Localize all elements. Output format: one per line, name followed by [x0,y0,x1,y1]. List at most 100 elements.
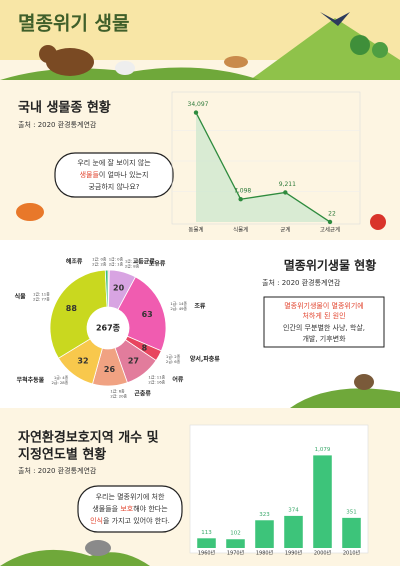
bar [313,455,332,548]
note-highlight: 생물들 [80,170,100,179]
value-label: 22 [328,210,336,217]
donut-segment [104,269,109,308]
segment-detail: 1급: 12종 [125,259,142,264]
x-tick-label: 2000년 [314,550,332,557]
note: 인식을 가지고 있어야 한다. [90,516,170,525]
grass [0,549,150,566]
note: 개발, 기후변화 [302,334,346,343]
chart-frame [171,91,361,225]
section-title: 멸종위기생물 현황 [284,258,377,273]
rabbit [115,61,135,75]
source: 출처 : 2020 환경통계연감 [262,278,341,287]
tree [372,42,388,58]
section-title: 자연환경보호지역 개수 및 [18,430,159,446]
segment-name: 곤충류 [134,389,151,397]
segment-detail: 1급: 11종 [33,292,50,297]
segment-value: 26 [104,365,116,374]
raccoon [85,540,111,556]
speech-bubble [77,485,183,533]
note: 인간의 무분별한 사냥, 학살, [283,323,365,332]
bar [342,517,361,548]
donut-segment [117,276,167,352]
segment-detail: 2급: 6종 [166,359,181,364]
segment-detail: 2급: 2종 [92,262,107,267]
bar [255,520,274,548]
segment-value: 20 [113,283,125,292]
bar [226,539,245,548]
section-title: 지정연도별 현황 [18,447,106,463]
note: 해야 한다는 [133,504,168,513]
value-label: 34,097 [188,101,209,108]
point [327,219,333,225]
x-tick-label: 균계 [280,226,290,234]
note: 이 얼마나 있는지 [99,170,149,179]
fox [16,203,44,221]
line [195,112,331,223]
point [238,197,243,202]
value-label: 374 [288,507,299,513]
segment-detail: 2급: 28종 [51,380,68,385]
point [283,190,288,195]
x-tick-label: 고세균계 [320,226,340,234]
value-label: 323 [259,512,270,518]
note: 우리 눈에 잘 보이지 않는 [77,158,151,167]
segment-detail: 1급: 2종 [166,354,181,359]
segment-name: 어류 [172,376,184,384]
value-label: 102 [230,531,241,537]
value-label: 113 [201,530,212,536]
note: 우리는 멸종위기에 처한 [96,492,165,501]
segment-detail: 2급: 20종 [110,393,127,398]
note: 생물들을 [92,504,120,513]
ostrich [354,374,374,390]
segment-detail: 1급: 6종 [110,388,125,393]
segment-name: 식물 [15,293,27,301]
chart-frame [189,424,369,554]
area [196,112,330,222]
x-tick-label: 2010년 [343,550,361,557]
page-title: 멸종위기 생물 [18,13,130,35]
segment-name: 해조류 [66,258,83,266]
bar [197,538,216,548]
note: 처하게 된 원인 [302,311,345,320]
bear [46,48,94,76]
x-tick-label: 1990년 [285,550,303,557]
segment-value: 63 [142,310,153,319]
value-label: 9,211 [279,181,296,188]
note: 생물들을 보호해야 한다는 [92,504,168,513]
deer [224,56,248,68]
mushroom [370,214,386,230]
donut-segment [49,269,108,359]
note-highlight: 인식 [90,516,103,525]
segment-name: 조류 [194,302,206,310]
speech-bubble [54,152,174,198]
segment-detail: 2급: 1종 [109,262,124,267]
x-tick-label: 식물계 [233,226,248,234]
center-label: 267종 [96,324,121,333]
x-tick-label: 1980년 [256,550,274,557]
x-tick-label: 1960년 [198,550,216,557]
bird [320,12,350,26]
tree [350,35,370,55]
note-highlight: 보호 [120,505,133,513]
hill [250,18,400,80]
bar [284,515,303,548]
point [193,110,199,115]
bear-head [39,45,57,63]
segment-name: 무척추동물 [17,376,45,384]
source: 출처 : 2020 환경통계연감 [18,120,97,129]
segment-detail: 1급: 0종 [109,257,124,262]
segment-value: 27 [128,356,139,365]
segment-name: 고등균류 [133,258,156,266]
cause-box [263,296,385,348]
value-label: 7,098 [234,188,251,195]
segment-detail: 2급: 77종 [33,297,50,302]
segment-value: 32 [77,357,88,366]
segment-detail: 2급: 16종 [148,380,165,385]
segment-name: 포유류 [149,260,166,268]
source: 출처 : 2020 환경통계연감 [18,466,97,475]
x-tick-label: 1970년 [227,550,245,557]
section-title: 국내 생물종 현황 [18,100,111,116]
segment-detail: 1급: 14종 [170,301,187,306]
segment-detail: 1급: 11종 [148,375,165,380]
